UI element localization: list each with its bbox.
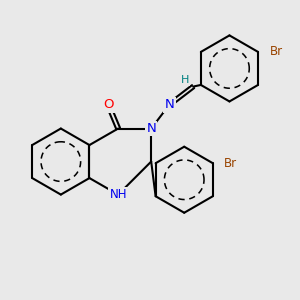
Text: Br: Br xyxy=(224,157,238,170)
Text: Br: Br xyxy=(270,45,283,58)
Text: O: O xyxy=(103,98,113,111)
Text: N: N xyxy=(146,122,156,135)
Text: NH: NH xyxy=(110,188,127,201)
Text: N: N xyxy=(164,98,174,111)
Text: H: H xyxy=(181,75,189,85)
